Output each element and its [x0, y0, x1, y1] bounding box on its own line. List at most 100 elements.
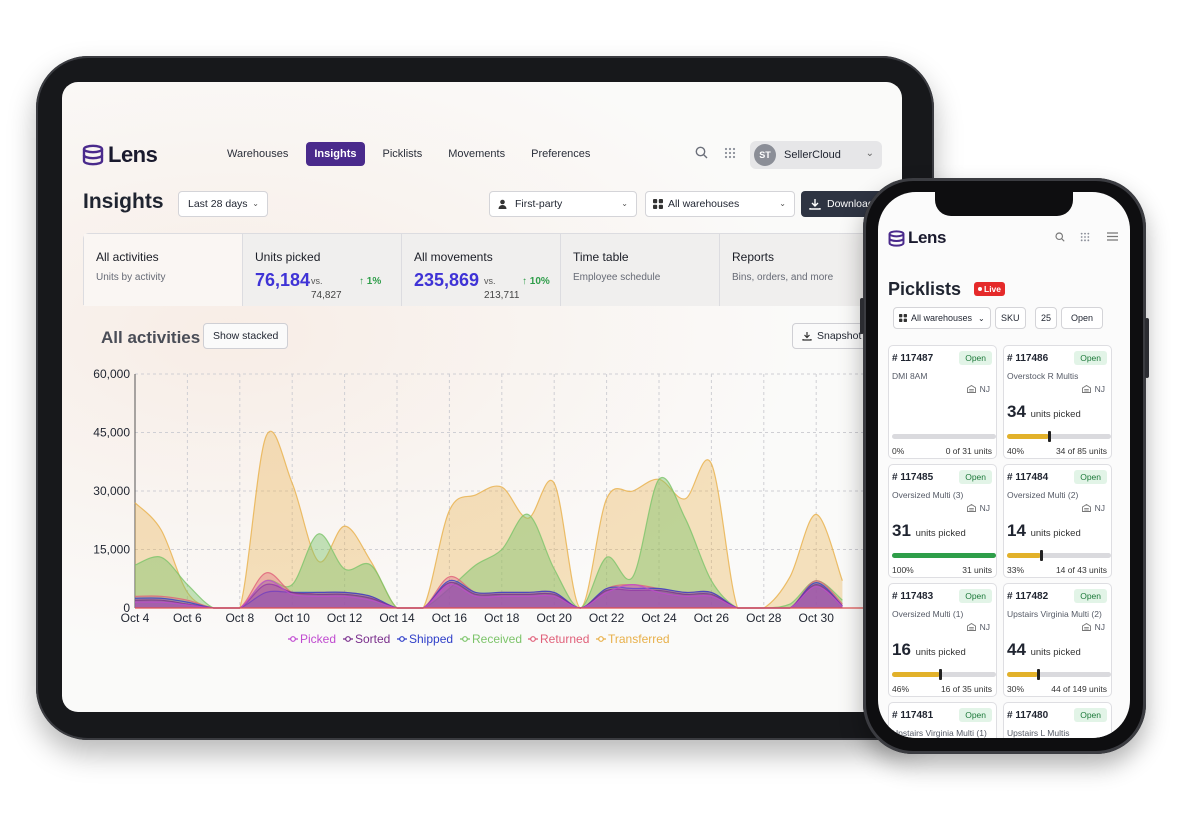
location-label: NJ [1094, 384, 1105, 394]
download-icon [809, 199, 821, 210]
legend-dot-returned [530, 636, 536, 642]
y-tick-label: 45,000 [93, 426, 130, 440]
units-count: 44 of 149 units [1051, 684, 1107, 694]
page-size-select[interactable]: 25 [1035, 307, 1058, 329]
legend-dot-sorted [345, 636, 351, 642]
tab-vs: vs. [311, 276, 323, 286]
nav-item-preferences[interactable]: Preferences [531, 148, 591, 160]
progress-bar [892, 434, 996, 439]
units-picked-label: units picked [1030, 409, 1081, 420]
status-filter-select[interactable]: Open [1061, 307, 1104, 329]
status-badge: Open [959, 470, 992, 484]
series-line-shipped [134, 579, 843, 609]
picklist-name: Oversized Multi (1) [892, 609, 964, 619]
menu-icon[interactable] [1105, 232, 1119, 244]
warehouse-location: NJ [966, 622, 990, 632]
status-badge: Open [959, 708, 992, 722]
warehouse-grid-icon [899, 314, 907, 322]
x-tick-label: Oct 22 [589, 611, 625, 625]
tab-reports[interactable]: Reports Bins, orders, and more [720, 234, 879, 306]
warehouse-location: NJ [1081, 503, 1105, 513]
search-icon[interactable] [693, 146, 709, 162]
show-stacked-label: Show stacked [213, 330, 279, 342]
lens-logo[interactable]: Lens [82, 142, 158, 168]
picklist-card[interactable]: # 117484 Open Oversized Multi (2) NJ 14 unit… [1003, 464, 1112, 578]
phone-side-button [1145, 318, 1149, 378]
picklist-id: # 117486 [1007, 353, 1049, 364]
nav-item-picklists[interactable]: Picklists [382, 148, 423, 160]
snapshot-button[interactable]: Snapshot [792, 323, 872, 349]
picklist-card[interactable]: # 117487 Open DMI 8AM NJ 0% 0 of 31 units [888, 345, 997, 459]
tab-all-movements[interactable]: All movements 235,869 vs. 213,711 ↑ 10% [402, 234, 561, 306]
tab-time-table[interactable]: Time table Employee schedule [561, 234, 720, 306]
picklist-card[interactable]: # 117486 Open Overstock R Multis NJ 34 units… [1003, 345, 1112, 459]
tab-vs: vs. [484, 276, 496, 286]
warehouse-filter-label: All warehouses [911, 313, 973, 323]
picklist-name: Oversized Multi (2) [1007, 490, 1079, 500]
progress-percent: 46% [892, 684, 910, 694]
warehouse-filter-select[interactable]: All warehouses ⌄ [893, 307, 991, 329]
progress-percent: 0% [892, 446, 905, 456]
x-tick-label: Oct 30 [799, 611, 835, 625]
location-label: NJ [1094, 503, 1105, 513]
progress-percent: 40% [1007, 446, 1025, 456]
party-filter-select[interactable]: First-party ⌄ [489, 191, 637, 217]
units-picked-value: 34 [1007, 402, 1026, 421]
progress-percent: 33% [1007, 565, 1025, 575]
warehouse-location: NJ [966, 503, 990, 513]
x-tick-label: Oct 16 [432, 611, 468, 625]
status-badge: Open [959, 351, 992, 365]
tab-all-activities[interactable]: All activities Units by activity [84, 234, 243, 306]
picklist-card[interactable]: # 117480 Open Upstairs L Multis [1003, 702, 1112, 738]
picklist-card[interactable]: # 117481 Open Upstairs Virginia Multi (1) [888, 702, 997, 738]
legend-dot-received [462, 636, 468, 642]
progress-marker [938, 669, 942, 680]
y-tick-label: 60,000 [93, 367, 130, 381]
warehouse-filter-select[interactable]: All warehouses ⌄ [645, 191, 795, 217]
y-tick-label: 30,000 [93, 484, 130, 498]
show-stacked-button[interactable]: Show stacked [203, 323, 289, 349]
logo-text: Lens [108, 142, 158, 167]
picklist-card[interactable]: # 117483 Open Oversized Multi (1) NJ 16 unit… [888, 583, 997, 697]
sku-filter-button[interactable]: SKU [995, 307, 1026, 329]
tab-value: 235,869 [414, 270, 480, 290]
tab-vs-value: 213,711 [484, 290, 520, 301]
tab-title: Time table [573, 250, 629, 264]
units-picked-label: units picked [915, 647, 966, 658]
picklist-card[interactable]: # 117485 Open Oversized Multi (3) NJ 31 unit… [888, 464, 997, 578]
nav-item-warehouses[interactable]: Warehouses [227, 148, 289, 160]
picklist-id: # 117480 [1007, 710, 1049, 721]
party-filter-label: First-party [515, 198, 563, 210]
tab-delta-up: ↑ 1% [359, 276, 382, 287]
phone-side-button [860, 298, 864, 334]
chart-title: All activities [101, 328, 201, 347]
date-range-label: Last 28 days [188, 198, 248, 210]
x-tick-label: Oct 24 [641, 611, 677, 625]
legend-dot-shipped [399, 636, 405, 642]
search-icon[interactable] [1053, 232, 1067, 245]
nav-items: Warehouses Insights Picklists Movements … [219, 142, 598, 166]
progress-percent: 100% [892, 565, 914, 575]
units-picked-value: 16 [892, 640, 911, 659]
grid-icon[interactable] [722, 146, 738, 162]
units-count: 34 of 85 units [1055, 446, 1107, 456]
status-badge: Open [1074, 589, 1107, 603]
progress-fill [892, 553, 996, 558]
picklist-card[interactable]: # 117482 Open Upstairs Virginia Multi (2) N… [1003, 583, 1112, 697]
units-picked-label: units picked [1030, 647, 1081, 658]
warehouse-icon [966, 504, 976, 512]
grid-icon[interactable] [1078, 232, 1092, 245]
date-range-select[interactable]: Last 28 days ⌄ [178, 191, 268, 217]
units-picked: 16 units picked [892, 640, 966, 660]
picklist-id: # 117484 [1007, 472, 1049, 483]
nav-item-insights[interactable]: Insights [306, 142, 365, 166]
live-label: Live [984, 284, 1002, 294]
activity-area-chart: 0 15,000 30,000 45,000 60,000 Oct 4 Oct 6 Oct 8… [93, 367, 902, 646]
tab-title: All activities [96, 250, 159, 264]
units-count: 14 of 43 units [1055, 565, 1107, 575]
lens-logo[interactable]: Lens [888, 228, 946, 248]
logo-text: Lens [908, 228, 947, 247]
account-switcher[interactable]: ST SellerCloud ⌄ [750, 141, 882, 169]
tab-units-picked[interactable]: Units picked 76,184 vs. 74,827 ↑ 1% [243, 234, 402, 306]
nav-item-movements[interactable]: Movements [448, 148, 506, 160]
